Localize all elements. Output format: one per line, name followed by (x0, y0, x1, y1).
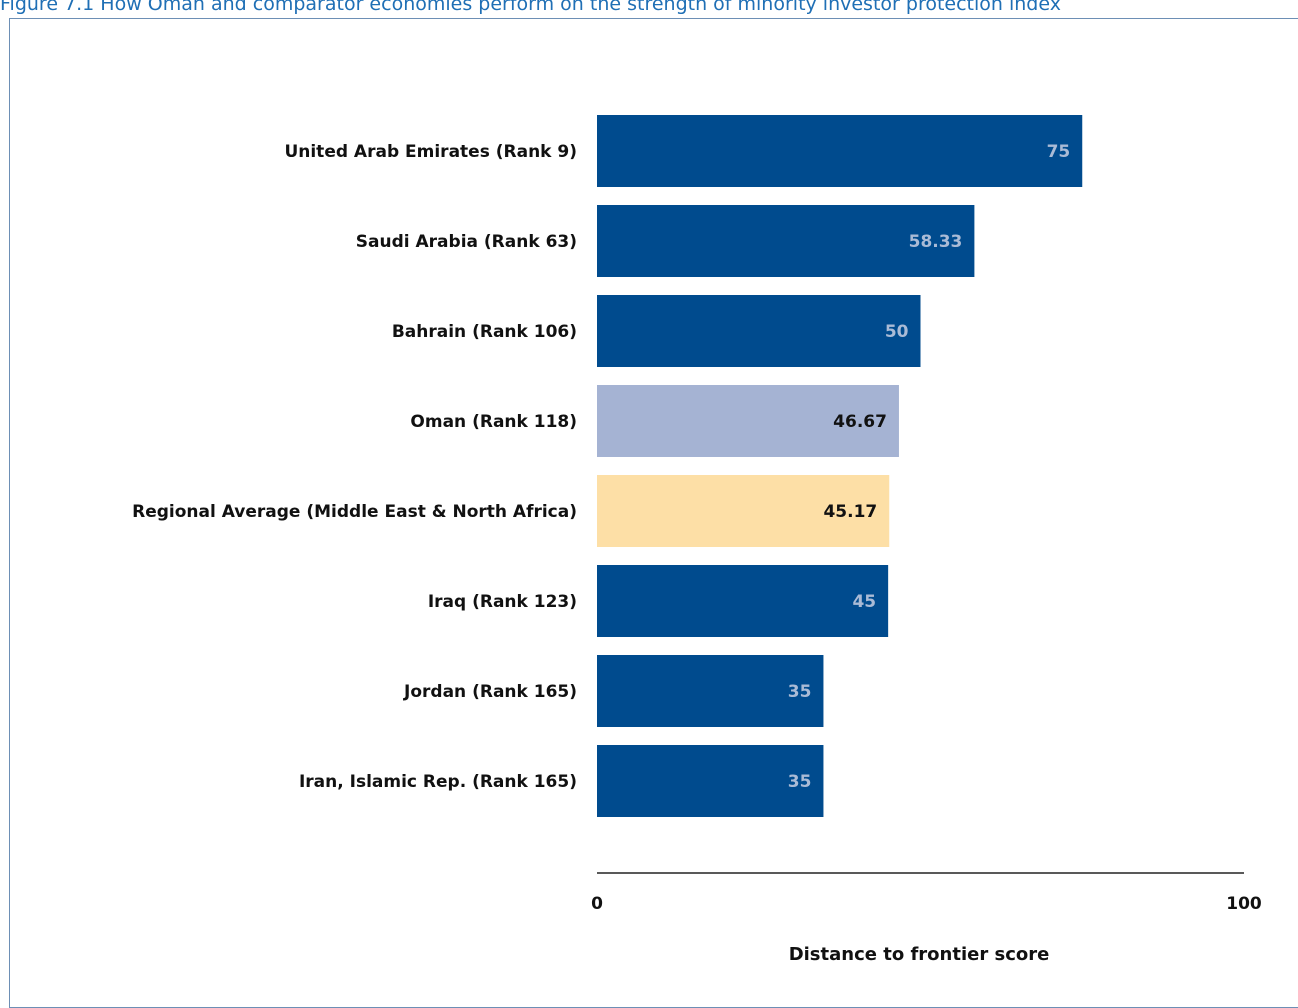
category-label: United Arab Emirates (Rank 9) (284, 142, 577, 162)
data-label: 45.17 (823, 502, 877, 522)
category-labels: United Arab Emirates (Rank 9) Saudi Arabi… (132, 142, 577, 792)
category-label: Oman (Rank 118) (410, 412, 577, 432)
data-label: 50 (885, 322, 909, 342)
data-label: 75 (1047, 142, 1071, 162)
bar-7 (597, 745, 824, 817)
x-tick-label: 0 (591, 894, 603, 914)
bar-1 (597, 205, 975, 277)
category-label: Iraq (Rank 123) (428, 592, 577, 612)
category-label: Bahrain (Rank 106) (392, 322, 577, 342)
category-label: Iran, Islamic Rep. (Rank 165) (299, 772, 577, 792)
value-labels: 75 58.33 50 46.67 45.17 45 35 35 (788, 142, 1070, 792)
bar-2 (597, 295, 921, 367)
category-label: Regional Average (Middle East & North Af… (132, 502, 577, 522)
data-label: 58.33 (909, 232, 963, 252)
bar-3 (597, 385, 899, 457)
bars-group (597, 115, 1083, 817)
x-tick-label: 100 (1226, 894, 1262, 914)
bar-5 (597, 565, 889, 637)
category-label: Jordan (Rank 165) (403, 682, 577, 702)
data-label: 46.67 (833, 412, 887, 432)
bar-4 (597, 475, 890, 547)
data-label: 35 (788, 682, 812, 702)
category-label: Saudi Arabia (Rank 63) (356, 232, 577, 252)
data-label: 35 (788, 772, 812, 792)
bar-6 (597, 655, 824, 727)
figure-title: Figure 7.1 How Oman and comparator econo… (0, 0, 1061, 15)
x-tick-labels: 0 100 (591, 894, 1262, 914)
x-axis-title: Distance to frontier score (789, 944, 1050, 965)
data-label: 45 (852, 592, 876, 612)
bar-0 (597, 115, 1083, 187)
